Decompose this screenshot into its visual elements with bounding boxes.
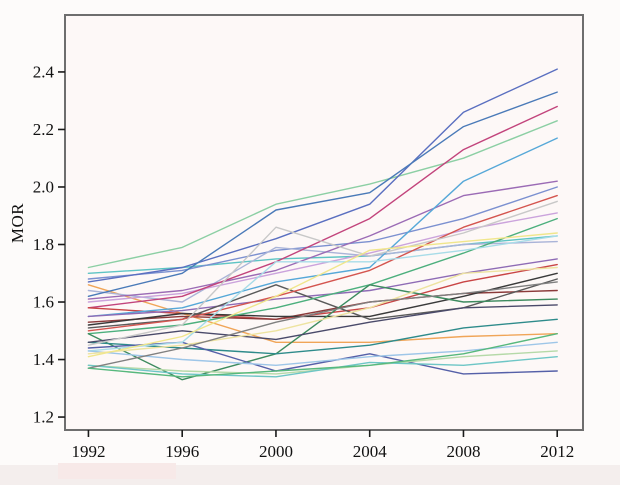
chart-line [87, 240, 558, 303]
chart-line [87, 68, 558, 283]
chart-line [87, 341, 558, 366]
chart-line [87, 356, 558, 378]
x-tick-label: 2012 [540, 442, 574, 461]
chart-line [87, 105, 558, 309]
chart-line [87, 258, 558, 318]
y-tick-label: 2.0 [33, 177, 54, 196]
x-tick-label: 1992 [71, 442, 105, 461]
scan-artifact-patch [58, 463, 176, 479]
chart-line [87, 304, 558, 343]
chart-line [87, 120, 558, 269]
y-tick-label: 1.4 [33, 350, 55, 369]
chart-line [87, 263, 558, 320]
y-tick-label: 1.8 [33, 235, 54, 254]
chart-line [87, 137, 558, 318]
y-tick-label: 2.4 [33, 62, 55, 81]
chart-line [87, 194, 558, 332]
chart-line [87, 281, 558, 369]
chart-line [87, 235, 558, 274]
chart-line [87, 266, 558, 355]
chart-line [87, 232, 558, 358]
chart-line [87, 186, 558, 280]
chart-line [87, 180, 558, 300]
chart-line [87, 235, 558, 352]
y-tick-label: 1.6 [33, 293, 54, 312]
chart-line [87, 333, 558, 378]
chart-line [87, 272, 558, 326]
chart-line [87, 91, 558, 297]
plot-frame [64, 14, 584, 431]
chart-line [87, 200, 558, 346]
y-tick-label: 1.2 [33, 408, 54, 427]
x-tick-label: 1996 [165, 442, 199, 461]
y-axis-title: MOR [8, 202, 27, 244]
x-tick-label: 2000 [259, 442, 293, 461]
y-tick-label: 2.2 [33, 120, 54, 139]
x-tick-label: 2004 [353, 442, 388, 461]
x-tick-label: 2008 [446, 442, 480, 461]
